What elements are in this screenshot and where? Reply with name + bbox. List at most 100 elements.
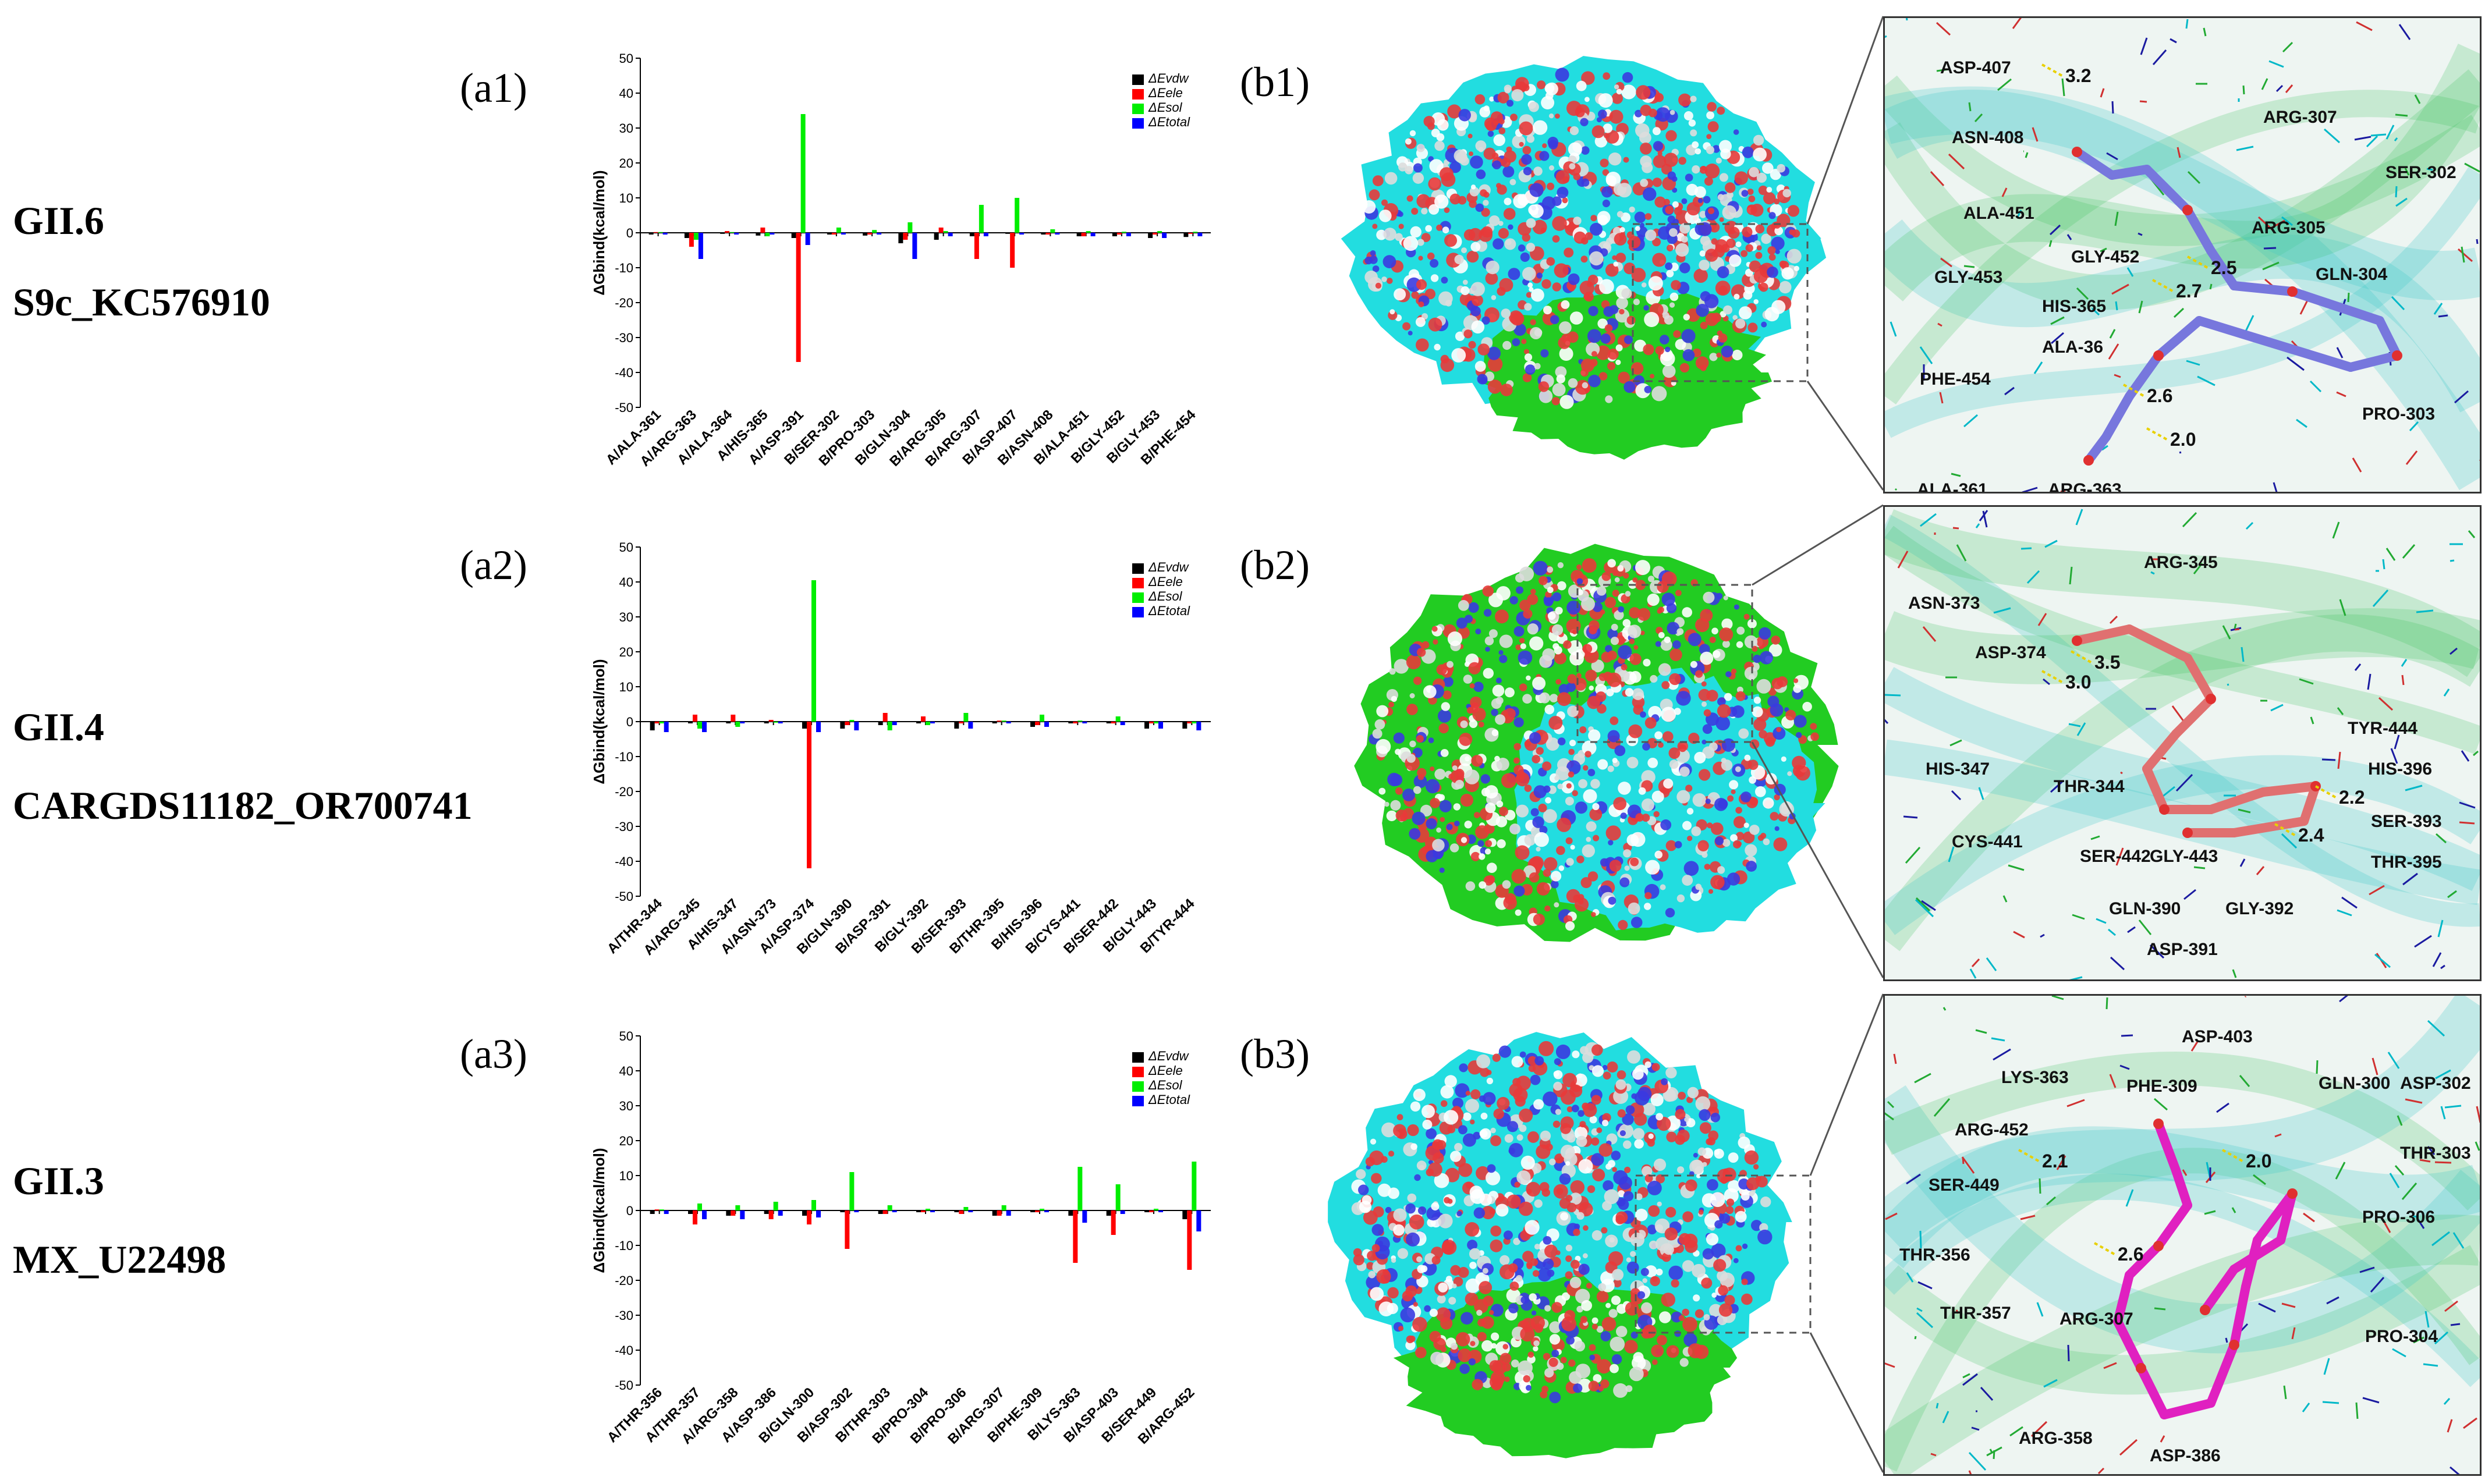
bar-ΔEtotal <box>892 722 897 725</box>
residue-label: ASP-302 <box>2400 1074 2471 1093</box>
ligand-stick <box>2206 246 2239 290</box>
ligand-stick <box>2154 1201 2192 1251</box>
bar-ΔEsol <box>1001 1205 1006 1210</box>
protein-surface-image-1 <box>1341 56 1827 460</box>
ligand-stick <box>2154 1119 2181 1175</box>
ligand-stick <box>2259 782 2320 797</box>
bar-ΔEele <box>903 233 908 240</box>
bar-ΔEtotal <box>1019 233 1025 235</box>
ligand-stick <box>2136 1364 2169 1419</box>
ligand-stick <box>2206 787 2268 814</box>
y-axis-label: ΔGbind(kcal/mol) <box>590 1148 608 1273</box>
ligand-stick <box>2206 1340 2239 1408</box>
bar-ΔEsol <box>735 1205 740 1210</box>
y-tick-label: -50 <box>615 1378 633 1393</box>
bar-ΔEvdw <box>840 1210 845 1212</box>
ligand-stick <box>2346 351 2402 372</box>
legend-entry: ΔEtotal <box>1148 115 1190 129</box>
bar-ΔEvdw <box>1030 1210 1035 1212</box>
bar-ΔEele <box>974 233 979 259</box>
binding-site-zoom-3: ASP-403 LYS-363 PHE-309 GLN-300 ASP-302 ARG-4… <box>1883 994 2482 1476</box>
bar-ΔEele <box>1188 233 1193 234</box>
y-axis-label: ΔGbind(kcal/mol) <box>590 659 608 784</box>
legend-entry: ΔEsol <box>1148 589 1183 603</box>
residue-label: GLY-443 <box>2150 847 2218 866</box>
ligand-stick <box>2171 1166 2192 1210</box>
bar-ΔEtotal <box>816 1210 821 1217</box>
bar-ΔEsol <box>1015 198 1020 233</box>
bar-ΔEvdw <box>992 1210 997 1216</box>
bar-ΔEtotal <box>968 722 973 729</box>
ligand-stick <box>2288 287 2332 308</box>
legend-swatch <box>1132 578 1144 588</box>
bar-ΔEtotal <box>968 1210 973 1212</box>
bar-ΔEele <box>768 1210 774 1219</box>
residue-label: SER-449 <box>1929 1176 2000 1195</box>
strain-label-3: MX_U22498 <box>13 1237 226 1281</box>
ligand-stick <box>2323 299 2384 325</box>
bar-ΔEsol <box>1001 720 1006 722</box>
bar-ΔEsol <box>943 231 948 233</box>
bar-ΔEtotal <box>1196 722 1201 730</box>
y-tick-label: -40 <box>615 1343 633 1358</box>
bar-ΔEtotal <box>948 233 953 236</box>
bar-ΔEvdw <box>756 233 761 236</box>
bar-ΔEtotal <box>930 722 935 723</box>
bar-ΔEele <box>654 722 660 723</box>
bar-ΔEtotal <box>816 722 821 732</box>
bar-ΔEtotal <box>664 722 669 732</box>
bar-ΔEvdw <box>1068 722 1073 723</box>
y-tick-label: -40 <box>615 854 633 869</box>
binding-site-zoom-1: ASP-407 ASN-408 ALA-451 GLY-453 GLY-452 HIS-3… <box>1883 16 2482 494</box>
panel-label-a1: (a1) <box>460 65 527 111</box>
bar-ΔEsol <box>1157 231 1162 233</box>
bar-ΔEele <box>725 231 730 233</box>
ligand-stick <box>2229 281 2297 296</box>
bar-ΔEele <box>845 722 850 725</box>
y-tick-label: -20 <box>615 1273 633 1288</box>
bar-ΔEtotal <box>1158 1210 1163 1212</box>
ligand-stick <box>2125 1241 2163 1280</box>
residue-label: PRO-304 <box>2365 1327 2438 1346</box>
bar-ΔEele <box>1187 722 1192 723</box>
bar-ΔEsol <box>887 722 892 730</box>
bar-ΔEtotal <box>770 233 775 235</box>
residue-label: GLY-392 <box>2225 899 2294 918</box>
y-tick-label: 30 <box>619 610 633 624</box>
legend-entry: ΔEele <box>1148 86 1183 100</box>
residue-label: ASN-408 <box>1952 128 2023 147</box>
residue-label: PHE-454 <box>1920 370 1991 389</box>
y-tick-label: 50 <box>619 51 633 66</box>
y-tick-label: 10 <box>619 680 633 694</box>
bar-ΔEvdw <box>764 1210 769 1214</box>
bar-ΔEtotal <box>702 1210 707 1219</box>
ligand-stick <box>2229 1282 2250 1350</box>
ligand-stick <box>2229 1236 2285 1274</box>
residue-label: HIS-396 <box>2368 759 2432 779</box>
bar-ΔEele <box>959 722 964 723</box>
bar-ΔEvdw <box>934 233 939 240</box>
residue-label: THR-303 <box>2400 1144 2471 1163</box>
panel-label-a3: (a3) <box>460 1031 527 1077</box>
bar-ΔEele <box>768 720 774 722</box>
bar-ΔEsol <box>659 722 664 723</box>
bar-ΔEvdw <box>916 1210 921 1212</box>
bar-ΔEvdw <box>1106 1210 1111 1216</box>
residue-label: THR-395 <box>2371 853 2442 872</box>
residue-label: ARG-307 <box>2059 1309 2133 1329</box>
y-tick-label: -10 <box>615 750 633 764</box>
residue-label: ASN-373 <box>1908 594 1980 613</box>
bar-ΔEsol <box>1040 715 1044 722</box>
ligand-stick <box>2183 654 2215 704</box>
residue-label: ARG-307 <box>2263 108 2337 127</box>
ligand-stick <box>2107 165 2151 180</box>
legend-swatch <box>1132 1081 1144 1092</box>
y-tick-label: 50 <box>619 1029 633 1043</box>
ligand-stick <box>2171 694 2215 739</box>
bar-ΔEvdw <box>1182 1210 1187 1219</box>
bar-ΔEsol <box>729 232 735 233</box>
bar-ΔEvdw <box>648 233 654 235</box>
energy-bar-chart-2: -50 -40 -30 -20 -10 0 10 20 30 40 50 ΔGbind(kcal/mo… <box>590 540 1211 958</box>
bar-ΔEvdw <box>688 722 693 723</box>
